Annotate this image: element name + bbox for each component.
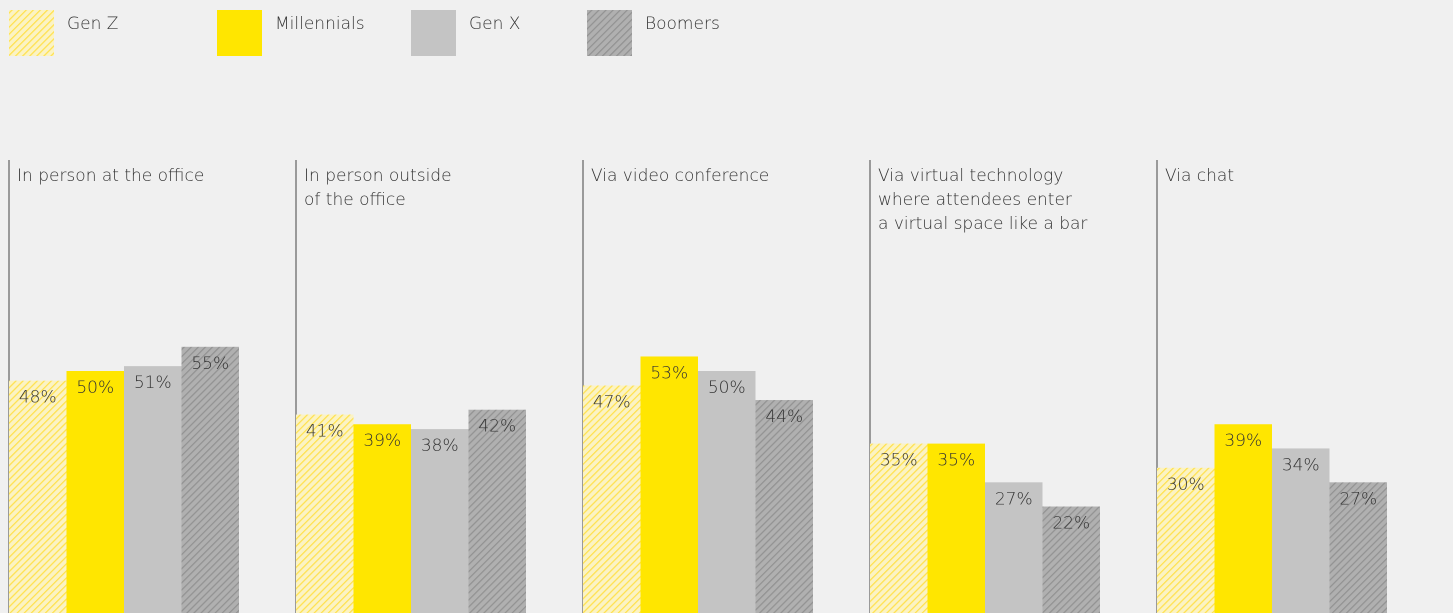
- value-label: 34%: [1282, 455, 1320, 475]
- legend-label: Boomers: [645, 14, 720, 34]
- bar: [1214, 424, 1272, 613]
- bar: [124, 366, 182, 613]
- bar: [985, 482, 1043, 613]
- bar: [66, 371, 124, 613]
- bar: [1329, 482, 1387, 613]
- value-label: 42%: [478, 417, 516, 437]
- value-label: 53%: [650, 363, 688, 383]
- value-label: 51%: [134, 373, 172, 393]
- bar: [411, 429, 469, 613]
- value-label: 50%: [708, 378, 746, 398]
- legend-label: Gen Z: [67, 14, 118, 34]
- category-label: In person outside of the office: [304, 166, 452, 210]
- value-label: 35%: [880, 451, 918, 471]
- category-label: Via video conference: [591, 166, 769, 186]
- bar: [698, 371, 756, 613]
- value-label: 48%: [19, 388, 57, 408]
- category-label: Via chat: [1165, 166, 1234, 186]
- value-label: 55%: [191, 354, 229, 374]
- value-label: 38%: [421, 436, 459, 456]
- value-label: 44%: [765, 407, 803, 427]
- bar: [640, 356, 698, 613]
- legend-label: Gen X: [469, 14, 520, 34]
- value-label: 30%: [1167, 475, 1205, 495]
- bar: [755, 400, 813, 613]
- category-label: Via virtual technology where attendees en…: [878, 166, 1087, 234]
- bar: [9, 380, 67, 613]
- bar: [1042, 506, 1100, 613]
- bar: [927, 443, 985, 613]
- value-label: 39%: [1224, 431, 1262, 451]
- value-label: 47%: [593, 393, 631, 413]
- bar: [583, 385, 641, 613]
- legend-swatch: [217, 10, 262, 56]
- legend-label: Millennials: [275, 14, 365, 34]
- value-label: 27%: [995, 489, 1033, 509]
- bar: [296, 414, 354, 613]
- value-label: 35%: [937, 451, 975, 471]
- value-label: 50%: [76, 378, 114, 398]
- value-label: 39%: [363, 431, 401, 451]
- value-label: 22%: [1052, 514, 1090, 534]
- bar: [870, 443, 928, 613]
- bar: [353, 424, 411, 613]
- bar: [1157, 467, 1215, 613]
- value-label: 27%: [1339, 489, 1377, 509]
- value-label: 41%: [306, 422, 344, 442]
- bar: [1272, 448, 1330, 613]
- legend-swatch: [587, 10, 632, 56]
- category-label: In person at the office: [17, 166, 204, 186]
- legend-swatch: [411, 10, 456, 56]
- bar: [468, 409, 526, 613]
- legend-swatch: [9, 10, 54, 56]
- bar: [181, 346, 239, 613]
